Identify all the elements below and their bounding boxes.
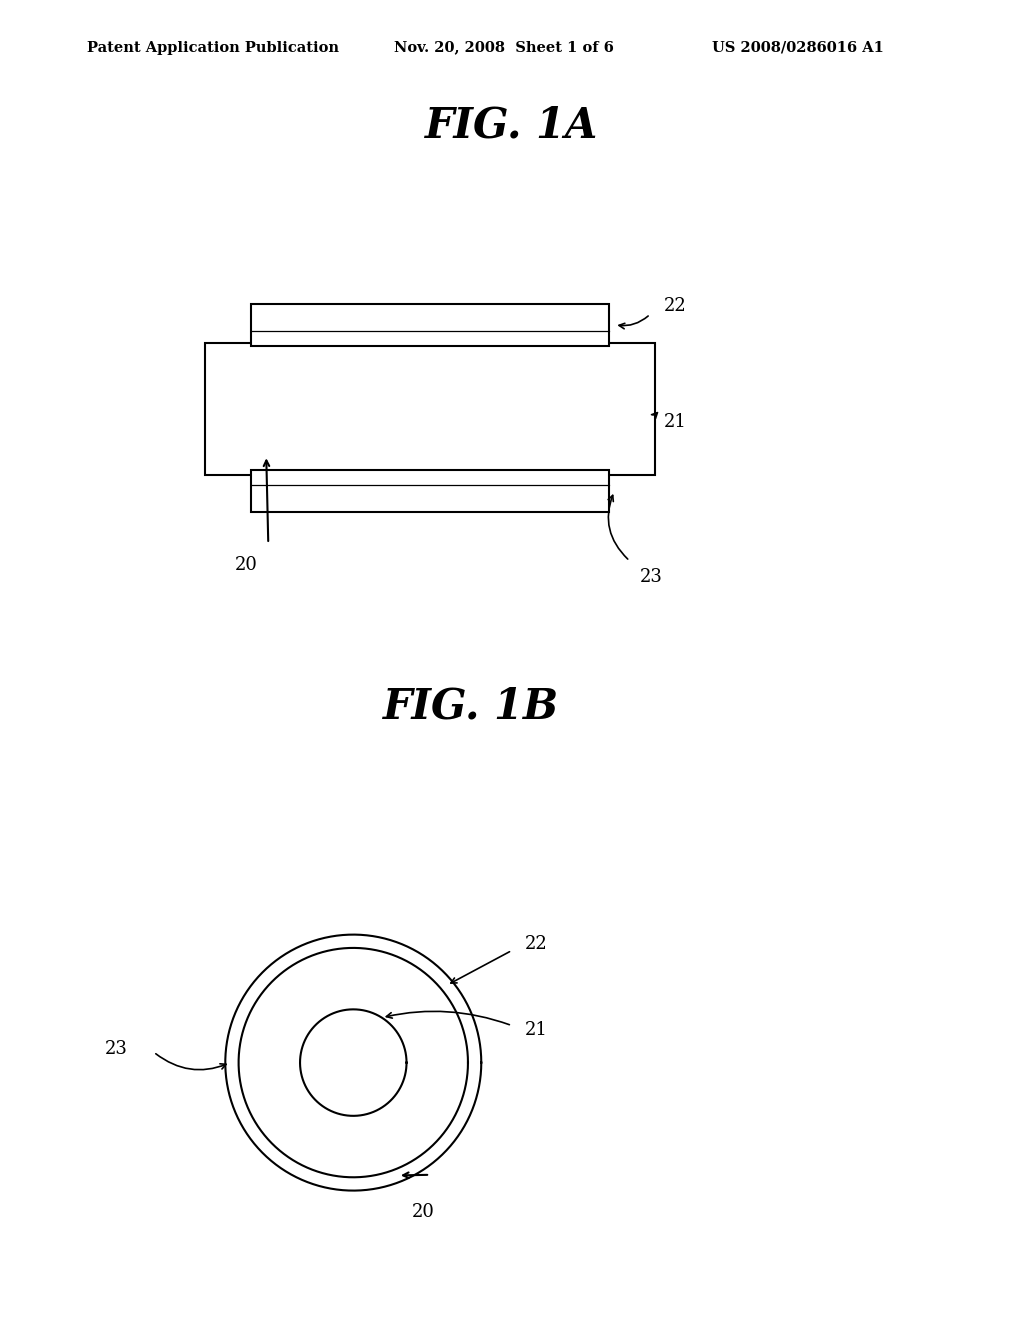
Text: 20: 20 (234, 556, 257, 574)
Text: Nov. 20, 2008  Sheet 1 of 6: Nov. 20, 2008 Sheet 1 of 6 (394, 41, 614, 54)
Text: 23: 23 (640, 568, 663, 586)
Text: US 2008/0286016 A1: US 2008/0286016 A1 (712, 41, 884, 54)
Text: 22: 22 (664, 297, 686, 315)
Text: 20: 20 (412, 1203, 434, 1221)
Text: 21: 21 (664, 413, 686, 432)
Bar (251, 470, 609, 512)
Text: 22: 22 (525, 935, 548, 953)
Text: Patent Application Publication: Patent Application Publication (87, 41, 339, 54)
Text: FIG. 1A: FIG. 1A (425, 104, 599, 147)
Text: 21: 21 (525, 1020, 548, 1039)
Bar (205, 343, 655, 475)
Bar (251, 304, 609, 346)
Text: 23: 23 (105, 1040, 128, 1059)
Text: FIG. 1B: FIG. 1B (383, 685, 559, 727)
